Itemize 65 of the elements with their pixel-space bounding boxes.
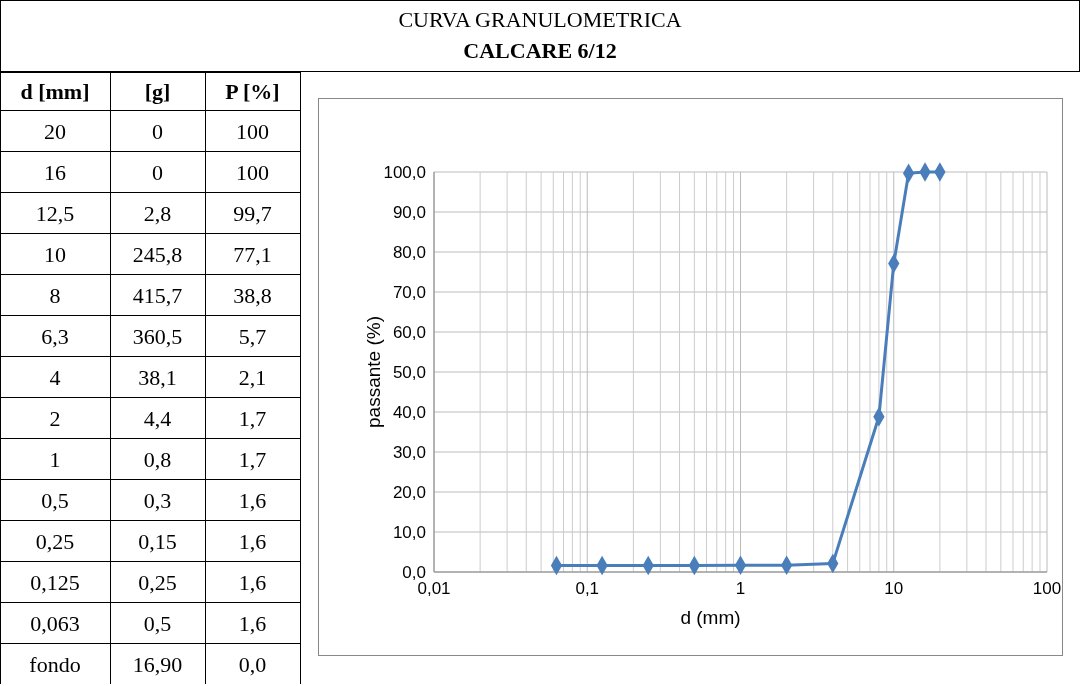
y-tick-label: 60,0 [392,323,426,342]
text: 38,1 [138,364,177,390]
category-label: P [%] [225,79,280,104]
text: 0,5 [143,610,172,636]
text: 0,5 [41,487,69,513]
text: 415,7 [132,282,183,308]
text: 100 [236,118,269,144]
text: 8 [49,282,61,308]
text: 360,5 [132,323,183,349]
x-tick-label: 0,01 [417,579,451,598]
text: 77,1 [233,241,272,267]
text: 20 [44,118,66,144]
text: 0,25 [138,569,177,595]
text: 1,6 [238,528,267,554]
text: 245,8 [132,241,183,267]
category-label: [g] [144,79,171,104]
x-tick-label: 0,1 [575,579,600,598]
x-tick-label: 10 [884,579,904,598]
x-tick-label: 100 [1032,579,1062,598]
text: 2,8 [143,200,172,226]
chart-title: CURVA GRANULOMETRICA [398,7,682,32]
text: 0,063 [30,610,80,636]
text: 1,6 [238,569,267,595]
text: 0 [152,159,163,185]
text: 1,7 [238,405,267,431]
text: 4 [49,364,61,390]
text: 100 [236,159,269,185]
text: 0,0 [238,651,267,677]
text: 16 [44,159,66,185]
y-tick-label: 40,0 [392,403,426,422]
text: 1,6 [238,610,267,636]
x-tick-label: 1 [735,579,746,598]
chart-subtitle: CALCARE 6/12 [463,38,617,63]
category-label: d [mm] [20,79,90,104]
text: 2 [49,405,61,431]
y-tick-label: 20,0 [392,483,426,502]
text: 5,7 [238,323,267,349]
y-tick-label: 50,0 [392,363,426,382]
text: 0,15 [138,528,177,554]
y-tick-label: 80,0 [392,243,426,262]
y-tick-label: 90,0 [392,203,426,222]
text: 0,8 [143,446,172,472]
text: 1 [49,446,61,472]
text: 1,6 [238,487,267,513]
text: 16,90 [132,651,183,677]
text: 38,8 [233,282,272,308]
y-tick-label: 30,0 [392,443,426,462]
text: 1,7 [238,446,267,472]
text: 10 [44,241,66,267]
y-tick-label: 100,0 [383,163,426,182]
y-axis-title: passante (%) [363,316,384,428]
text: 0 [152,118,163,144]
text: 4,4 [143,405,172,431]
text: fondo [29,651,81,677]
y-tick-label: 70,0 [392,283,426,302]
text: 6,3 [41,323,69,349]
text: 99,7 [233,200,272,226]
y-tick-label: 0,0 [402,563,426,582]
text: 0,3 [143,487,172,513]
text: 12,5 [35,200,75,226]
text: 0,25 [35,528,75,554]
x-axis-title: d (mm) [680,607,741,628]
y-tick-label: 10,0 [392,523,426,542]
text: 0,125 [30,569,80,595]
text: 2,1 [238,364,267,390]
